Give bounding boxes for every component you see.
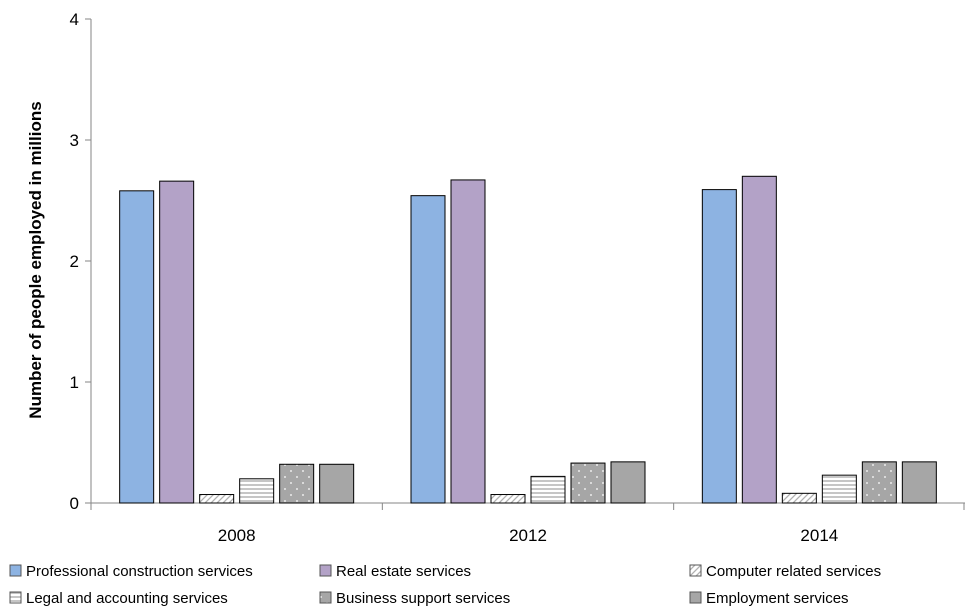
bar-real-estate-services-2012 [450, 179, 486, 504]
tick-labels: 0 1 2 3 4 2008 2012 2014 [70, 10, 839, 545]
bar-business-support-services-2012 [570, 462, 606, 504]
legend-swatch [319, 591, 332, 604]
x-tick-label: 2008 [218, 526, 256, 545]
legend-label: Professional construction services [26, 563, 253, 580]
legend-swatch [9, 564, 22, 577]
y-tick-label: 4 [70, 10, 79, 29]
axes [85, 18, 965, 510]
y-tick-label: 2 [70, 252, 79, 271]
y-axis-label: Number of people employed in millions [26, 101, 45, 418]
y-axis-label-group: Number of people employed in millions [26, 101, 45, 418]
bar-employment-services-2008 [319, 463, 355, 504]
bar-business-support-services-2014 [861, 461, 897, 504]
legend: Professional construction services Real e… [9, 563, 881, 607]
bar-computer-related-services-2008 [199, 494, 235, 504]
bar-employment-services-2012 [610, 461, 646, 504]
legend-label: Real estate services [336, 563, 471, 580]
x-tick-label: 2012 [509, 526, 547, 545]
y-tick-label: 3 [70, 131, 79, 150]
bar-legal-and-accounting-services-2008 [239, 478, 275, 504]
bar-business-support-services-2008 [279, 463, 315, 504]
bars [119, 175, 937, 504]
legend-label: Business support services [336, 590, 510, 607]
legend-label: Computer related services [706, 563, 881, 580]
x-tick-label: 2014 [800, 526, 838, 545]
bar-legal-and-accounting-services-2012 [530, 475, 566, 504]
bar-computer-related-services-2014 [781, 492, 817, 504]
bar-legal-and-accounting-services-2014 [821, 474, 857, 504]
legend-swatch [689, 591, 702, 604]
bar-professional-construction-services-2012 [410, 195, 446, 504]
bar-professional-construction-services-2014 [701, 189, 737, 504]
y-tick-label: 1 [70, 373, 79, 392]
legend-label: Employment services [706, 590, 849, 607]
legend-label: Legal and accounting services [26, 590, 228, 607]
y-tick-label: 0 [70, 494, 79, 513]
bar-employment-services-2014 [901, 461, 937, 504]
legend-swatch [319, 564, 332, 577]
legend-swatch [689, 564, 702, 577]
bar-professional-construction-services-2008 [119, 190, 155, 504]
bar-real-estate-services-2014 [741, 175, 777, 504]
bar-real-estate-services-2008 [159, 180, 195, 504]
legend-swatch [9, 591, 22, 604]
bar-computer-related-services-2012 [490, 494, 526, 504]
